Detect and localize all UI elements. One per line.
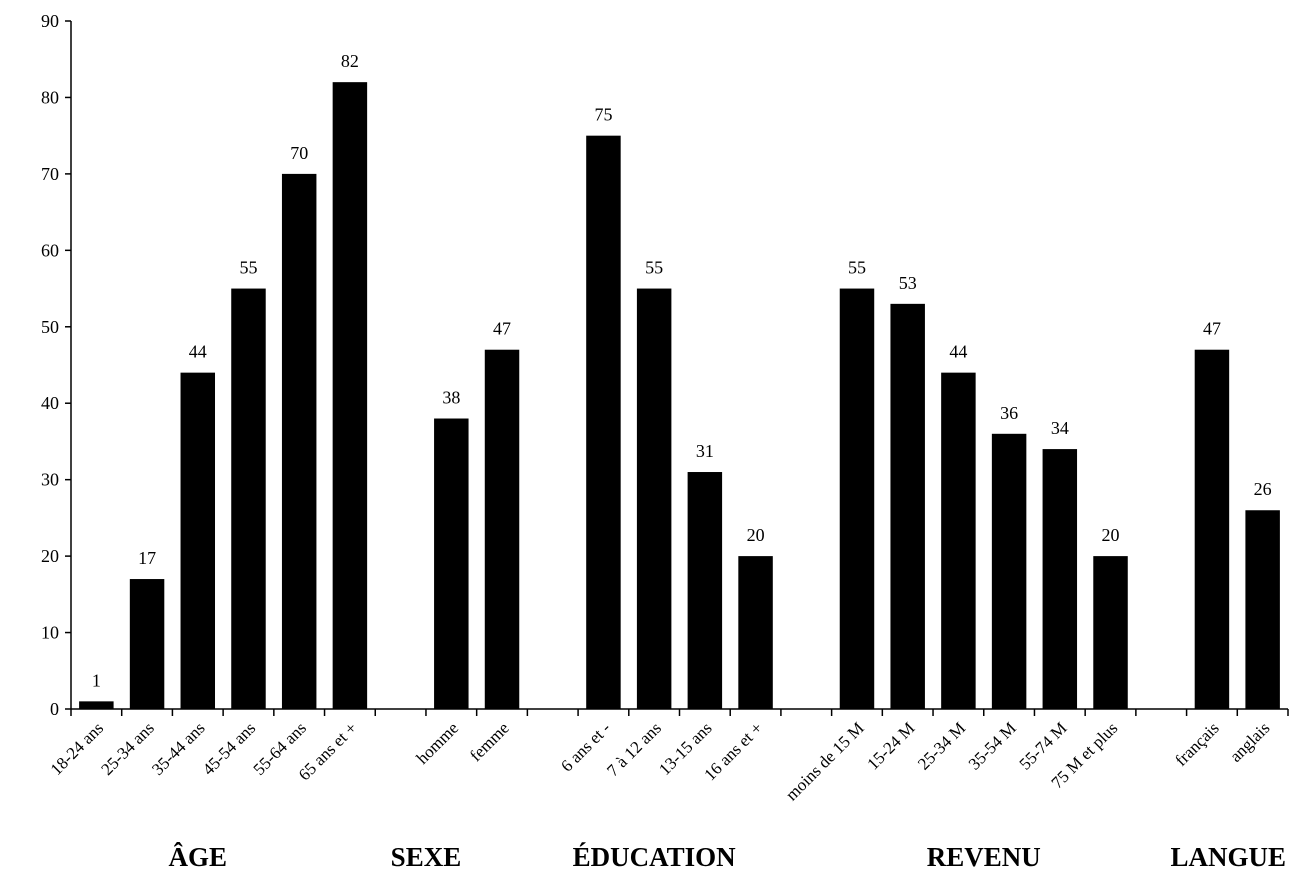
bar	[1042, 449, 1078, 709]
data-label: 26	[1254, 479, 1272, 499]
y-tick-label: 0	[50, 699, 59, 719]
data-label: 31	[696, 441, 714, 461]
bar	[484, 349, 520, 709]
category-label: 35-54 M	[965, 718, 1020, 773]
data-label: 70	[290, 143, 308, 163]
bar	[332, 82, 368, 709]
y-tick-label: 30	[41, 470, 59, 490]
bar	[1245, 510, 1280, 709]
bar	[180, 372, 216, 709]
data-label: 1	[92, 670, 101, 690]
bar	[738, 556, 773, 709]
y-tick-label: 70	[41, 164, 59, 184]
category-label: 35-44 ans	[148, 718, 209, 779]
bar	[636, 288, 672, 709]
group-label: LANGUE	[1170, 842, 1286, 872]
data-label: 55	[239, 258, 257, 278]
data-label: 47	[493, 319, 511, 339]
bar	[434, 418, 469, 709]
bar	[839, 288, 875, 709]
bar	[1093, 556, 1128, 709]
group-label: SEXE	[391, 842, 462, 872]
data-label: 44	[189, 342, 207, 362]
data-label: 82	[341, 51, 359, 71]
category-label: français	[1171, 718, 1222, 769]
bar	[991, 433, 1027, 709]
group-label: REVENU	[927, 842, 1041, 872]
bar	[281, 173, 317, 709]
bar	[79, 701, 114, 709]
category-label: 18-24 ans	[47, 718, 108, 779]
data-label: 75	[594, 105, 612, 125]
data-label: 34	[1051, 418, 1069, 438]
data-label: 38	[442, 388, 460, 408]
bar	[129, 579, 165, 709]
data-label: 55	[645, 258, 663, 278]
data-label: 20	[747, 525, 765, 545]
y-tick-label: 20	[41, 546, 59, 566]
data-label: 44	[949, 342, 967, 362]
bar	[586, 135, 621, 709]
data-label: 53	[899, 273, 917, 293]
bar	[687, 472, 723, 709]
data-label: 20	[1102, 525, 1120, 545]
bar	[1194, 349, 1230, 709]
category-label: 7 à 12 ans	[603, 718, 665, 780]
group-label: ÂGE	[169, 842, 228, 872]
y-tick-label: 10	[41, 623, 59, 643]
y-tick-label: 50	[41, 317, 59, 337]
category-label: anglais	[1226, 718, 1273, 765]
group-label: ÉDUCATION	[573, 842, 737, 872]
bar	[890, 303, 925, 709]
category-label: homme	[413, 718, 462, 767]
category-label: 25-34 M	[914, 718, 969, 773]
bar	[941, 372, 976, 709]
chart-bars	[79, 82, 1280, 709]
y-tick-label: 80	[41, 87, 59, 107]
bar	[231, 288, 266, 709]
y-tick-label: 60	[41, 240, 59, 260]
category-label: moins de 15 M	[782, 718, 868, 804]
data-label: 55	[848, 258, 866, 278]
chart-axes: 0 10 20 30 40 50 60 70 80 90	[41, 11, 1289, 719]
category-label: 15-24 M	[863, 718, 918, 773]
data-label: 47	[1203, 319, 1221, 339]
category-label: 45-54 ans	[199, 718, 260, 779]
y-tick-label: 40	[41, 393, 59, 413]
category-label: femme	[466, 718, 513, 765]
category-label: 25-34 ans	[97, 718, 158, 779]
y-tick-label: 90	[41, 11, 59, 31]
data-label: 17	[138, 548, 156, 568]
data-label: 36	[1000, 403, 1018, 423]
